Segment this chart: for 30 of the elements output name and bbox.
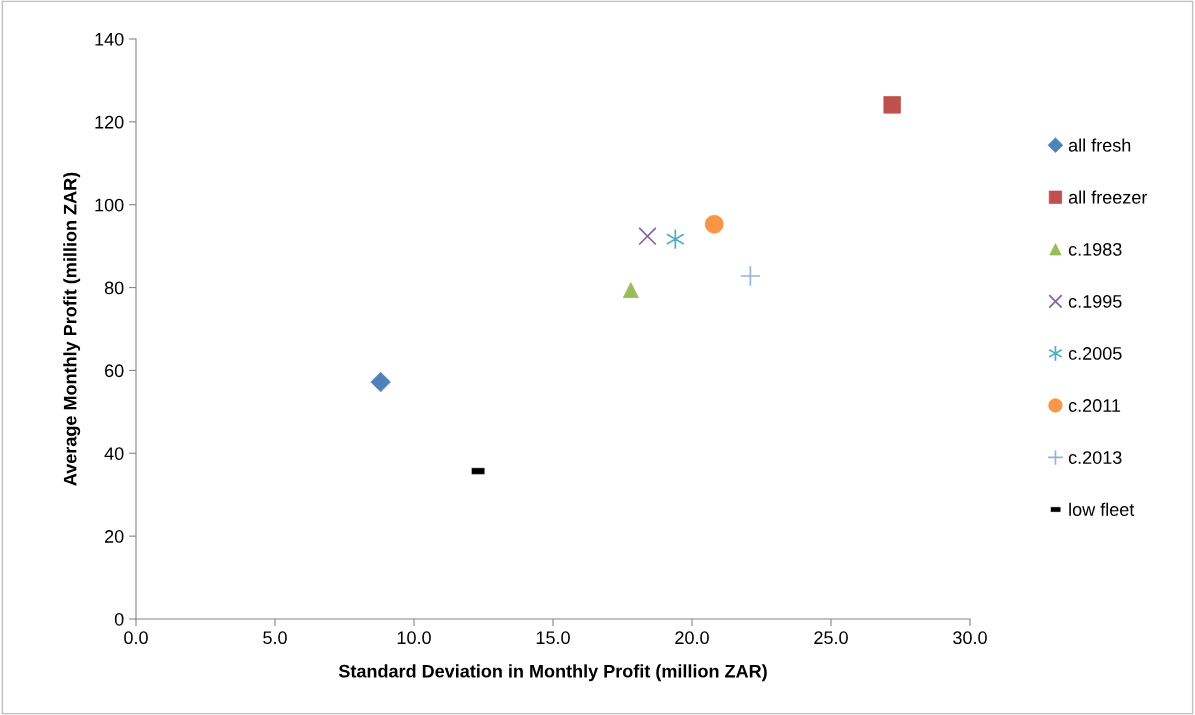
point (638, 227, 657, 246)
legend-label: low fleet (1069, 502, 1135, 516)
y-tick-label: 140 (95, 32, 124, 46)
y-tick-label: 120 (95, 115, 124, 129)
x-tick-label: 15.0 (536, 631, 570, 645)
x-tick-label: 0.0 (124, 631, 148, 645)
point (370, 371, 391, 393)
point (622, 282, 639, 299)
point (666, 228, 685, 250)
legend-label: c.1995 (1068, 295, 1122, 308)
x-tick-label: 5.0 (263, 631, 287, 645)
x-tick-label: 10.0 (397, 631, 431, 645)
y-tick-label: 40 (104, 447, 124, 461)
legend-label: all freezer (1068, 190, 1148, 204)
legend-label: c.2013 (1068, 451, 1122, 464)
legend-label: c.2011 (1068, 399, 1121, 412)
legend-label: c.1983 (1068, 243, 1122, 256)
y-tick-label: 0 (114, 612, 124, 626)
y-tick-label: 60 (105, 364, 124, 378)
point (739, 265, 761, 287)
legend-label: all fresh (1068, 138, 1131, 152)
y-tick-label: 80 (104, 281, 124, 295)
x-tick-label: 30.0 (953, 631, 987, 645)
y-tick-label: 20 (105, 530, 124, 543)
x-tick-label: 20.0 (675, 631, 709, 645)
x-tick-label: 25.0 (814, 631, 848, 645)
y-tick-label: 100 (95, 198, 124, 212)
x-axis-title: Standard Deviation in Monthly Profit (million ZAR) (338, 664, 767, 682)
legend-label: c.2005 (1068, 347, 1122, 360)
y-axis-title: Average Monthly Profit (million ZAR) (63, 172, 81, 486)
